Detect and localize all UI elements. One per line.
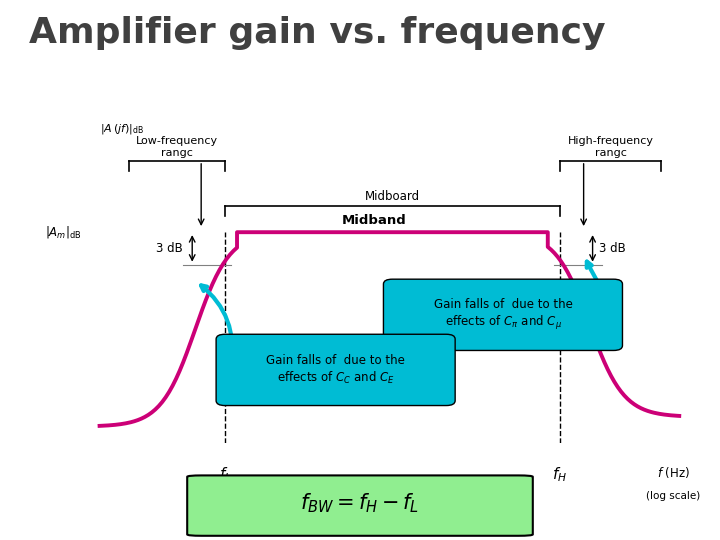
Text: Low-frequency
rangc: Low-frequency rangc <box>136 136 218 158</box>
Text: $|A\,(jf)|_{\rm dB}$: $|A\,(jf)|_{\rm dB}$ <box>99 122 144 136</box>
FancyBboxPatch shape <box>384 279 623 350</box>
Text: $f_{BW} = f_H - f_L$: $f_{BW} = f_H - f_L$ <box>300 492 420 515</box>
Text: 3 dB: 3 dB <box>598 242 626 255</box>
Text: Midband: Midband <box>342 214 407 227</box>
Text: $f_L$: $f_L$ <box>219 465 231 484</box>
Text: $f_H$: $f_H$ <box>552 465 567 484</box>
Text: Midboard: Midboard <box>365 190 420 203</box>
Text: 3 dB: 3 dB <box>156 242 183 255</box>
Text: $f$ (Hz): $f$ (Hz) <box>657 465 690 481</box>
Text: High-frequency
rangc: High-frequency rangc <box>567 136 654 158</box>
Text: Amplifier gain vs. frequency: Amplifier gain vs. frequency <box>29 16 606 50</box>
FancyBboxPatch shape <box>187 475 533 536</box>
Text: Gain falls of  due to the
effects of $C_{\pi}$ and $C_{\mu}$: Gain falls of due to the effects of $C_{… <box>433 298 572 332</box>
Text: $|A_m|_{\rm dB}$: $|A_m|_{\rm dB}$ <box>45 224 81 240</box>
FancyBboxPatch shape <box>216 334 455 406</box>
Text: (log scale): (log scale) <box>646 491 701 502</box>
Text: Gain falls of  due to the
effects of $C_C$ and $C_E$: Gain falls of due to the effects of $C_C… <box>266 354 405 386</box>
